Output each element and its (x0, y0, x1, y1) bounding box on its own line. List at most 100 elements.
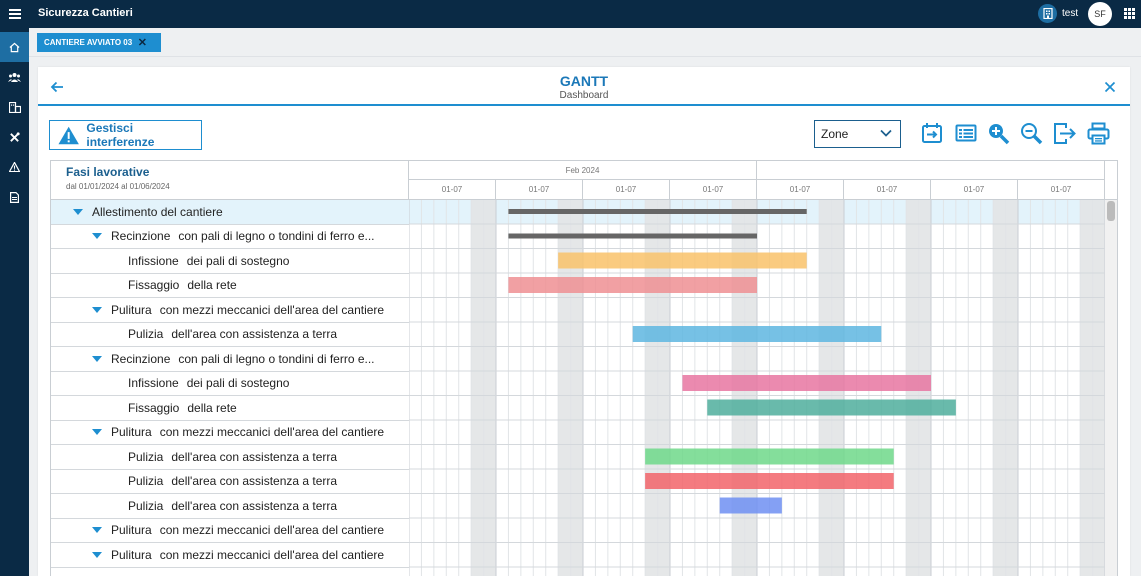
gantt-task-bar[interactable] (682, 375, 931, 391)
phase-description: con mezzi meccanici dell'area del cantie… (159, 547, 385, 562)
close-icon[interactable] (1104, 80, 1116, 93)
sidebar-item-documents[interactable] (0, 182, 29, 212)
phase-row[interactable]: Fissaggio della rete (51, 396, 409, 421)
weekend-column (1005, 200, 1018, 576)
user-name[interactable]: test (1062, 8, 1079, 19)
week-label: 01-07 (670, 180, 757, 200)
print-icon[interactable] (1087, 122, 1111, 146)
phase-row[interactable]: Pulitura con mezzi meccanici dell'area de… (51, 298, 409, 323)
phase-row[interactable]: Pulizia dell'area con assistenza a terra (51, 323, 409, 347)
avatar[interactable]: SF (1088, 2, 1112, 26)
calendar-forward-icon[interactable] (921, 122, 945, 146)
scrollbar-thumb[interactable] (1107, 201, 1115, 221)
phase-row[interactable]: Infissione dei pali di sostegno (51, 249, 409, 274)
week-label: 01-07 (1018, 180, 1105, 200)
phase-row[interactable]: Pulizia dell'area con assistenza a terra (51, 494, 409, 519)
list-view-icon[interactable] (955, 122, 979, 146)
tab-divider (29, 56, 1141, 57)
buildings-icon (8, 101, 21, 113)
timeline-header: Feb 2024 01-07 01-07 01-07 01-07 01-07 01-07 0… (409, 161, 1117, 200)
tab-close-icon[interactable]: ✕ (137, 37, 147, 49)
phases-header: Fasi lavorative dal 01/01/2024 al 01/06/… (51, 161, 409, 200)
phase-row[interactable]: Pulitura con mezzi meccanici dell'area de… (51, 543, 409, 568)
zone-select-value: Zone (821, 127, 849, 141)
caret-down-icon[interactable] (92, 551, 102, 558)
week-label: 01-07 (409, 180, 496, 200)
tab-cantiere[interactable]: CANTIERE AVVIATO 03 ✕ (37, 33, 161, 52)
phase-description: dell'area con assistenza a terra (171, 474, 338, 489)
phase-description: con pali di legno o tondini di ferro e..… (178, 351, 375, 366)
caret-down-icon[interactable] (92, 306, 102, 313)
phase-row[interactable]: Pulitura con mezzi meccanici dell'area de… (51, 421, 409, 445)
weekend-column (471, 200, 484, 576)
phase-row[interactable]: Fissaggio della rete (51, 274, 409, 298)
manage-interferences-label: Gestisci interferenze (86, 121, 155, 149)
header-divider (38, 104, 1130, 106)
week-label: 01-07 (583, 180, 670, 200)
hamburger-menu-icon[interactable] (9, 7, 21, 21)
apps-grid-icon[interactable] (1124, 8, 1135, 19)
phase-row[interactable]: Infissione dei pali di sostegno (51, 372, 409, 396)
sidebar-item-users[interactable] (0, 62, 29, 92)
gantt-summary-bar[interactable] (508, 209, 807, 214)
week-label: 01-07 (844, 180, 931, 200)
phase-name: Allestimento del cantiere (92, 204, 223, 219)
phase-description: della rete (187, 400, 237, 415)
phase-name: Pulitura (111, 302, 152, 317)
gantt-task-bar[interactable] (632, 326, 882, 342)
sidebar-item-warnings[interactable] (0, 152, 29, 182)
caret-down-icon[interactable] (92, 429, 102, 436)
zoom-out-icon[interactable] (1020, 122, 1044, 146)
caret-down-icon[interactable] (73, 208, 83, 215)
phase-description: con pali di legno o tondini di ferro e..… (178, 229, 375, 244)
phase-row[interactable]: Pulitura con mezzi meccanici dell'area de… (51, 519, 409, 543)
caret-down-icon[interactable] (92, 233, 102, 240)
caret-down-icon[interactable] (92, 355, 102, 362)
gantt-task-bar[interactable] (645, 448, 894, 465)
phase-row[interactable]: Recinzione con pali di legno o tondini di… (51, 347, 409, 372)
timeline-area (409, 200, 1117, 576)
gantt-task-bar[interactable] (508, 277, 757, 293)
sidebar-item-buildings[interactable] (0, 92, 29, 122)
gantt-task-bar[interactable] (645, 473, 894, 489)
phase-name: Recinzione (111, 229, 171, 244)
warning-icon (58, 126, 79, 144)
export-icon[interactable] (1053, 122, 1077, 146)
phase-description: dei pali di sostegno (186, 376, 290, 391)
caret-down-icon[interactable] (92, 527, 102, 534)
building-icon[interactable] (1038, 4, 1057, 23)
timeline-svg (409, 200, 1117, 576)
zone-select[interactable]: Zone (814, 120, 901, 148)
manage-interferences-button[interactable]: Gestisci interferenze (49, 120, 202, 150)
phase-name: Fissaggio (128, 278, 180, 293)
gantt-task-bar[interactable] (558, 252, 807, 269)
phase-row[interactable]: Pulizia dell'area con assistenza a terra (51, 470, 409, 494)
users-icon (8, 72, 21, 82)
zoom-in-icon[interactable] (987, 122, 1011, 146)
week-label: 01-07 (931, 180, 1018, 200)
week-label: 01-07 (496, 180, 583, 200)
date-range: dal 01/01/2024 al 01/06/2024 (66, 182, 170, 191)
phase-description: con mezzi meccanici dell'area del cantie… (159, 425, 385, 440)
gantt-task-bar[interactable] (707, 399, 956, 416)
phase-row[interactable]: Pulizia dell'area con assistenza a terra (51, 445, 409, 470)
sidebar-item-home[interactable] (0, 32, 29, 62)
gantt-summary-bar[interactable] (508, 233, 757, 239)
back-arrow-icon[interactable] (49, 79, 65, 95)
phases-title: Fasi lavorative (66, 165, 150, 179)
phase-description: dell'area con assistenza a terra (171, 498, 338, 513)
phase-row[interactable]: Recinzione con pali di legno o tondini di… (51, 225, 409, 249)
phase-name: Infissione (128, 253, 179, 268)
phase-name: Pulizia (128, 474, 164, 489)
phase-name: Pulizia (128, 498, 164, 513)
phase-row[interactable]: Allestimento del cantiere (51, 200, 409, 225)
phase-description: dell'area con assistenza a terra (171, 449, 338, 464)
phase-name: Recinzione (111, 351, 171, 366)
scrollbar-track[interactable] (1105, 200, 1117, 576)
gantt-task-bar[interactable] (719, 497, 782, 514)
phase-description: dei pali di sostegno (186, 253, 290, 268)
phase-name: Pulitura (111, 523, 152, 538)
phase-name: Pulizia (128, 327, 164, 342)
gantt-panel: GANTT Dashboard Gestisci interferenze Zo… (38, 67, 1130, 576)
sidebar-item-tools[interactable] (0, 122, 29, 152)
